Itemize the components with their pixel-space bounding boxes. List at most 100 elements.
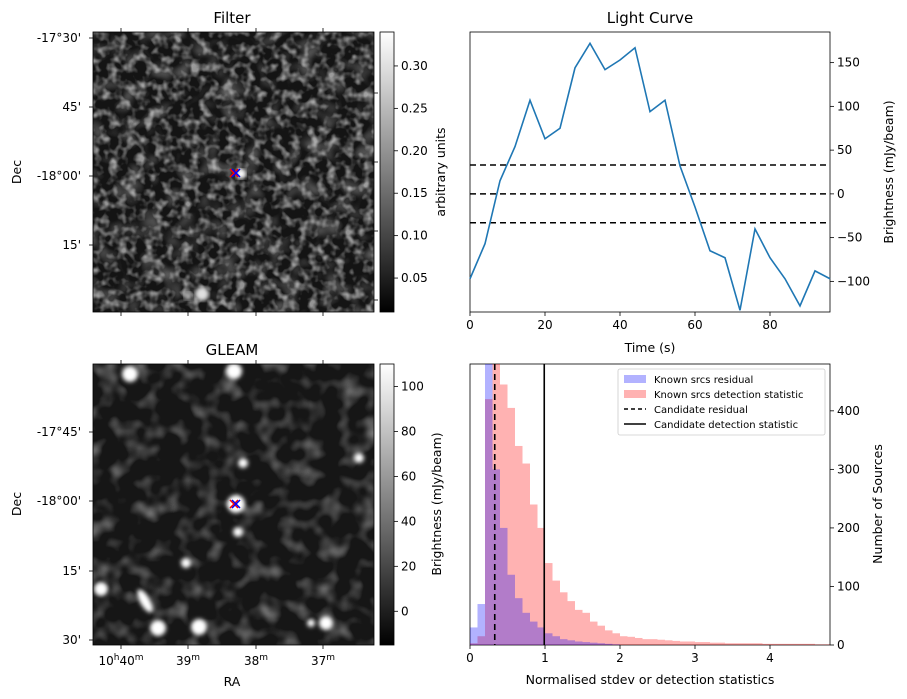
histogram-bar [582, 642, 590, 645]
legend-swatch [624, 375, 646, 383]
histogram-bar [590, 642, 598, 645]
histogram-bar [500, 527, 508, 645]
histogram-bar [612, 633, 620, 645]
histogram-bar [807, 643, 815, 645]
histogram-bar [710, 642, 718, 645]
histogram-bar [762, 643, 770, 645]
dec-tick: 15' [62, 564, 81, 578]
x-tick-label: 2 [616, 651, 624, 665]
gleam-ra-ticks: 10h40m 39m 38m 37m [98, 653, 335, 668]
histogram-bar [740, 643, 748, 645]
histogram-bar [537, 527, 545, 645]
histogram-bar [815, 644, 823, 645]
ra-tick: 37m [311, 653, 335, 668]
histogram-bar [635, 637, 643, 645]
histogram-bar [537, 627, 545, 645]
histogram-bar [687, 641, 695, 645]
y-tick-label: 200 [837, 521, 860, 535]
histogram-bar [800, 643, 808, 645]
histogram-bar [477, 636, 485, 645]
histogram-legend: Known srcs residual Known srcs detection … [617, 368, 826, 436]
ra-tick: 38m [244, 653, 268, 668]
histogram-bar [567, 601, 575, 645]
filter-title: Filter [213, 9, 251, 27]
histogram-bar [620, 636, 628, 645]
histogram-bar [725, 643, 733, 645]
filter-colorbar-label: arbitrary units [433, 127, 448, 216]
histogram-bar [552, 580, 560, 645]
histogram-bar [792, 643, 800, 645]
histogram-bar [522, 463, 530, 645]
histogram-panel: 0 1 2 3 4 0 100 200 300 400 Normalised stdev or d… [466, 363, 885, 687]
legend-label: Known srcs residual [654, 375, 753, 386]
gleam-colorbar-label: Brightness (mJy/beam) [429, 432, 444, 575]
histogram-bar [477, 604, 485, 645]
histogram-bar [777, 643, 785, 645]
legend-label: Candidate residual [654, 405, 748, 416]
histogram-bar [485, 399, 493, 645]
filter-colorbar-tick: 0.25 [401, 101, 428, 115]
histogram-bar [515, 598, 523, 645]
histogram-bar [672, 640, 680, 645]
histogram-bar [507, 574, 515, 645]
filter-colorbar-tick: 0.10 [401, 229, 428, 243]
histogram-bar [627, 636, 635, 645]
histogram-bar [545, 633, 553, 645]
gleam-xlabel: RA [224, 674, 241, 689]
gleam-colorbar-tick: 0 [401, 604, 409, 618]
dec-tick: -17°30' [37, 31, 81, 45]
histogram-bar [770, 643, 778, 645]
histogram-xlabel: Normalised stdev or detection statistics [526, 672, 775, 687]
filter-colorbar-tick: 0.30 [401, 59, 428, 73]
gleam-colorbar: 0 20 40 60 80 100 Brightness (mJy/beam) [379, 363, 444, 646]
filter-colorbar-tick: 0.15 [401, 186, 428, 200]
filter-dec-ticks: -17°30' 45' -18°00' 15' [37, 31, 81, 252]
dec-tick: 45' [62, 100, 81, 114]
gleam-colorbar-tick: 20 [401, 559, 416, 573]
gleam-colorbar-tick: 80 [401, 424, 416, 438]
filter-colorbar: 0.05 0.10 0.15 0.20 0.25 0.30 arbitrary units [379, 31, 448, 313]
histogram-bar [507, 407, 515, 645]
x-tick-label: 0 [466, 318, 474, 332]
y-tick-label: 150 [837, 56, 860, 70]
histogram-bar [567, 640, 575, 645]
histogram-bar [680, 641, 688, 645]
dec-tick: -18°00' [37, 169, 81, 183]
filter-colorbar-tick: 0.20 [401, 144, 428, 158]
histogram-bar [732, 643, 740, 645]
y-tick-label: 0 [837, 187, 845, 201]
dec-tick: -17°45' [37, 425, 81, 439]
gleam-colorbar-tick: 60 [401, 469, 416, 483]
legend-swatch [624, 390, 646, 398]
histogram-bar [522, 612, 530, 645]
light-curve-panel: Light Curve 0 20 40 60 80 −100 −50 0 50 100 150 Ti… [466, 9, 896, 355]
ra-tick: 39m [176, 653, 200, 668]
y-tick-label: 100 [837, 99, 860, 113]
histogram-bar [485, 364, 493, 645]
histogram-bar [470, 627, 478, 645]
x-tick-label: 4 [766, 651, 774, 665]
histogram-bar [650, 639, 658, 645]
y-tick-label: 100 [837, 579, 860, 593]
y-tick-label: 300 [837, 462, 860, 476]
histogram-bar [702, 642, 710, 645]
histogram-bar [597, 643, 605, 645]
histogram-bar [560, 592, 568, 645]
histogram-bar [657, 639, 665, 645]
legend-label: Candidate detection statistic [654, 420, 798, 431]
gleam-dec-ticks: -17°45' -18°00' 15' 30' [37, 425, 81, 647]
dec-tick: 15' [62, 238, 81, 252]
histogram-ylabel: Number of Sources [870, 444, 885, 564]
y-tick-label: 400 [837, 404, 860, 418]
light-curve-ylabel: Brightness (mJy/beam) [881, 100, 896, 243]
gleam-colorbar-tick: 100 [401, 379, 424, 393]
filter-panel: Filter -17°30' 45' -18°00' 15' [9, 9, 448, 316]
filter-axis-ticks [89, 28, 378, 316]
y-tick-label: −50 [837, 231, 862, 245]
x-tick-label: 40 [612, 318, 627, 332]
histogram-bar [755, 643, 763, 645]
histogram-bar [530, 504, 538, 645]
histogram-bar [470, 643, 478, 645]
x-tick-label: 80 [762, 318, 777, 332]
